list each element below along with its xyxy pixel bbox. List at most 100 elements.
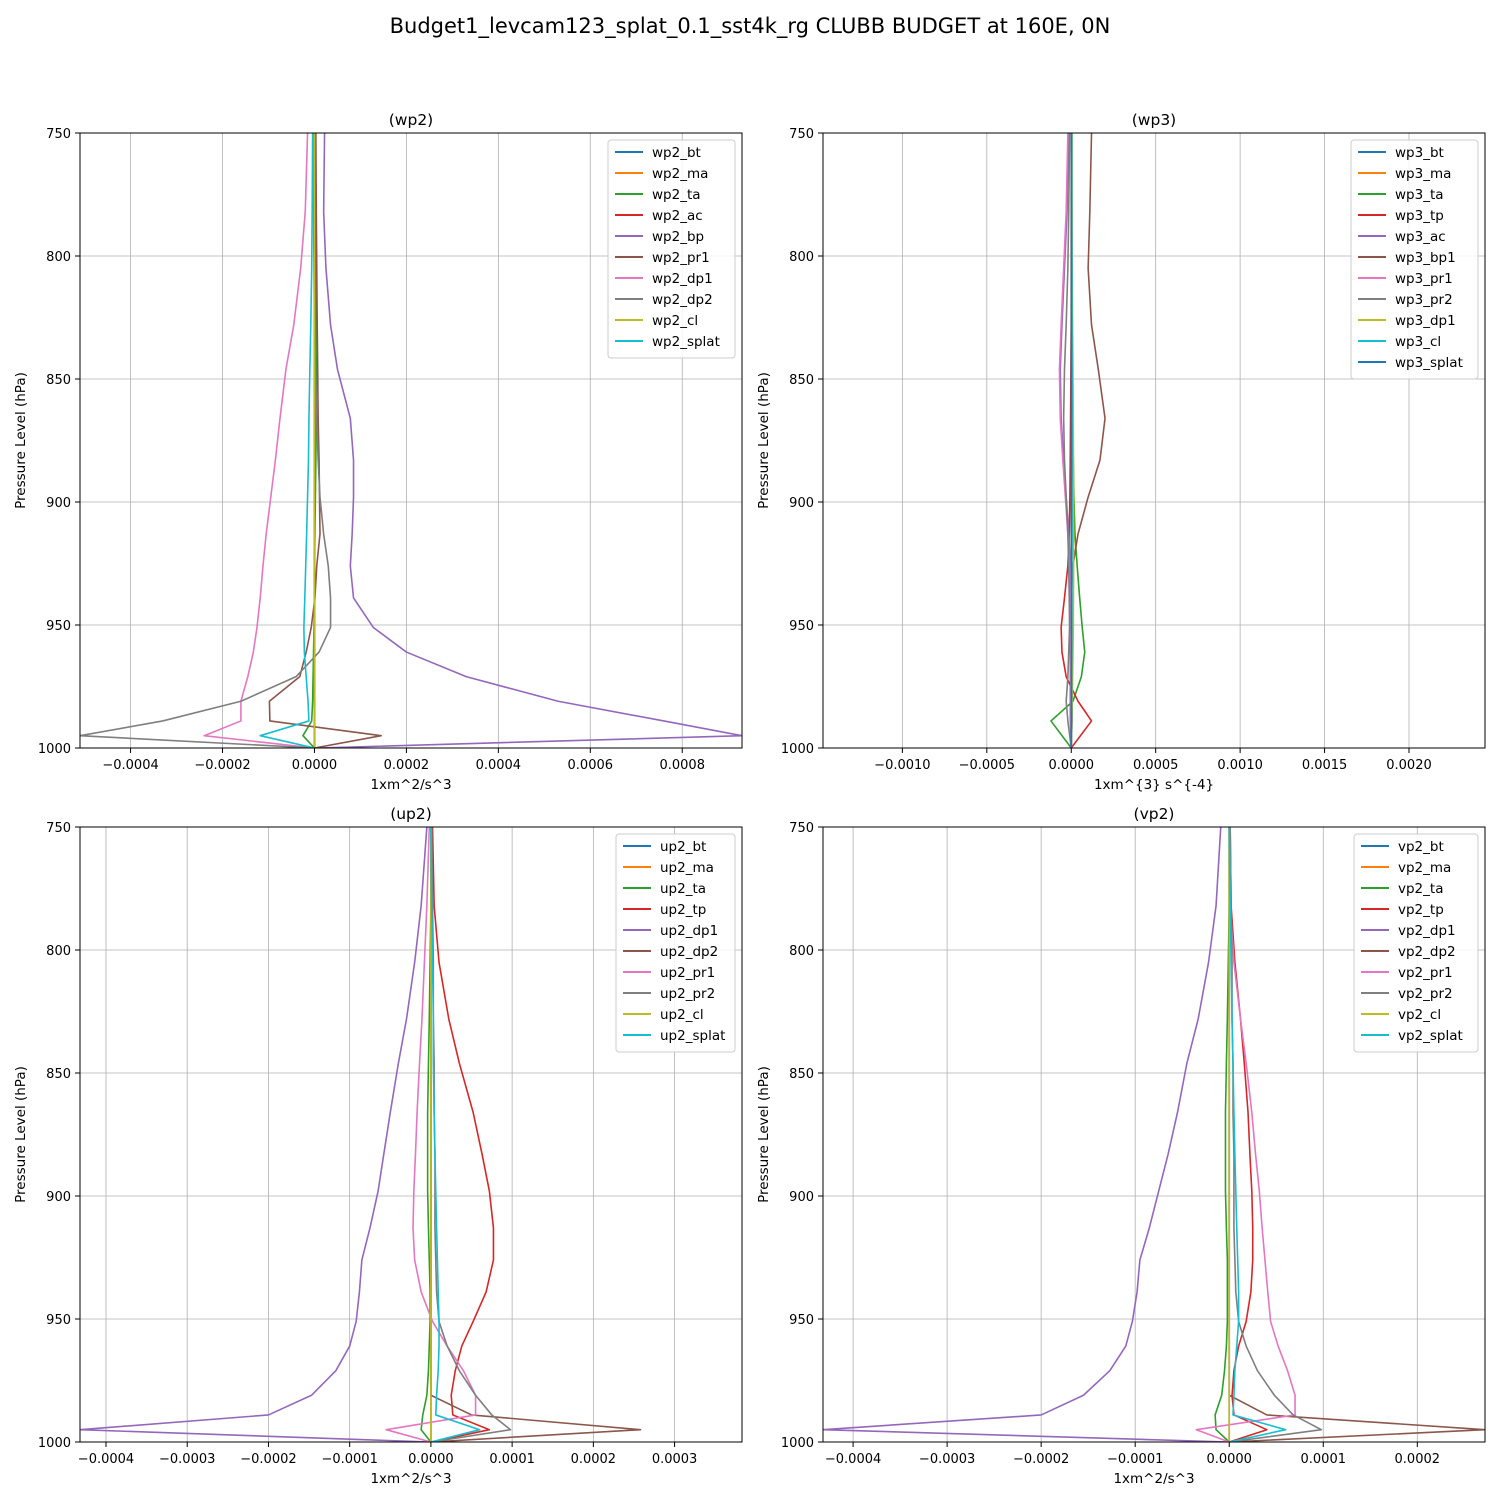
legend-label: up2_pr1	[660, 965, 715, 981]
legend-label: wp3_pr1	[1395, 271, 1453, 287]
legend-label: vp2_dp1	[1398, 923, 1456, 939]
y-tick-label: 850	[789, 373, 814, 388]
panel-title: (wp2)	[389, 111, 433, 129]
x-tick-label: 0.0000	[1206, 1452, 1252, 1467]
x-tick-label: 0.0005	[1133, 758, 1179, 773]
series-line-vp2_pr2	[1229, 827, 1323, 1442]
y-tick-label: 850	[46, 1067, 71, 1082]
series-line-up2_dp1	[80, 827, 431, 1442]
x-tick-label: 0.0020	[1386, 758, 1432, 773]
y-tick-label: 950	[789, 619, 814, 634]
legend-label: wp2_ta	[652, 187, 701, 203]
legend-label: up2_dp2	[660, 944, 718, 960]
y-tick-label: 900	[789, 496, 814, 511]
y-tick-label: 800	[789, 250, 814, 265]
x-tick-label: −0.0002	[194, 758, 250, 773]
y-tick-label: 800	[46, 944, 71, 959]
legend-label: up2_tp	[660, 902, 706, 918]
legend-label: wp2_dp2	[652, 292, 713, 308]
legend-label: wp3_ta	[1395, 187, 1444, 203]
legend: vp2_bt vp2_ma vp2_ta vp2_tp vp2_dp1 vp2_dp2vp…	[1353, 833, 1479, 1053]
x-tick-label: −0.0004	[102, 758, 158, 773]
legend-label: wp3_cl	[1395, 334, 1441, 350]
y-tick-label: 750	[789, 127, 814, 142]
legend-label: wp2_bp	[652, 229, 704, 245]
x-tick-label: 0.0004	[476, 758, 522, 773]
y-axis-label: Pressure Level (hPa)	[13, 372, 29, 509]
legend-label: wp3_pr2	[1395, 292, 1453, 308]
x-tick-label: −0.0002	[240, 1452, 296, 1467]
legend-label: vp2_dp2	[1398, 944, 1456, 960]
legend-label: wp3_ac	[1395, 229, 1446, 245]
x-tick-label: −0.0005	[959, 758, 1015, 773]
x-tick-label: −0.0002	[1013, 1452, 1069, 1467]
legend-label: up2_ma	[660, 860, 714, 876]
x-tick-label: 0.0003	[652, 1452, 698, 1467]
series-line-wp2_splat	[259, 133, 315, 748]
series-line-up2_tp	[430, 827, 495, 1442]
y-axis-label: Pressure Level (hPa)	[756, 1066, 772, 1203]
series-line-vp2_pr1	[1195, 827, 1296, 1442]
x-tick-label: 0.0001	[1301, 1452, 1347, 1467]
x-tick-label: 0.0001	[489, 1452, 535, 1467]
x-tick-label: −0.0003	[159, 1452, 215, 1467]
series-line-wp2_pr1	[268, 133, 382, 748]
x-tick-label: −0.0004	[78, 1452, 134, 1467]
legend-label: vp2_ma	[1398, 860, 1451, 876]
legend-label: wp2_cl	[652, 313, 698, 329]
axes-frame	[822, 826, 1486, 1443]
y-tick-label: 1000	[781, 742, 814, 757]
axes-frame	[822, 132, 1486, 749]
legend-label: wp2_bt	[652, 145, 701, 161]
x-tick-label: 0.0002	[384, 758, 430, 773]
legend-label: vp2_bt	[1398, 839, 1444, 855]
legend-label: wp2_ac	[652, 208, 703, 224]
series-lines	[823, 827, 1485, 1442]
series-line-vp2_splat	[1228, 827, 1287, 1442]
x-axis-label: 1xm^2/s^3	[1113, 1471, 1194, 1487]
legend-label: vp2_pr2	[1398, 986, 1453, 1002]
series-line-vp2_dp1	[823, 827, 1230, 1442]
y-tick-label: 900	[46, 1190, 71, 1205]
legend-label: vp2_pr1	[1398, 965, 1453, 981]
legend-label: up2_cl	[660, 1007, 704, 1023]
x-tick-label: 0.0015	[1302, 758, 1348, 773]
y-tick-label: 900	[789, 1190, 814, 1205]
x-tick-label: −0.0001	[321, 1452, 377, 1467]
legend-label: vp2_cl	[1398, 1007, 1441, 1023]
y-axis-label: Pressure Level (hPa)	[756, 372, 772, 509]
figure-title: Budget1_levcam123_splat_0.1_sst4k_rg CLU…	[389, 14, 1111, 38]
series-lines	[80, 133, 742, 748]
panel-title: (vp2)	[1134, 805, 1175, 823]
y-tick-label: 1000	[38, 742, 71, 757]
legend-label: wp3_splat	[1395, 355, 1463, 371]
x-tick-label: 0.0010	[1217, 758, 1263, 773]
series-line-vp2_ta	[1214, 827, 1231, 1442]
x-tick-label: 0.0002	[1395, 1452, 1441, 1467]
y-tick-label: 1000	[38, 1436, 71, 1451]
x-tick-label: 0.0000	[1049, 758, 1095, 773]
y-tick-label: 850	[789, 1067, 814, 1082]
y-tick-label: 800	[789, 944, 814, 959]
legend-label: wp3_bp1	[1395, 250, 1456, 266]
legend-label: vp2_ta	[1398, 881, 1443, 897]
panel-title: (up2)	[390, 805, 432, 823]
y-tick-label: 750	[46, 821, 71, 836]
legend: wp3_bt wp3_ma wp3_ta wp3_tp wp3_ac wp3_bp1 wp3…	[1350, 139, 1479, 380]
legend-label: vp2_tp	[1398, 902, 1444, 918]
series-line-up2_splat	[430, 827, 481, 1442]
y-tick-label: 950	[789, 1313, 814, 1328]
y-tick-label: 1000	[781, 1436, 814, 1451]
y-tick-label: 900	[46, 496, 71, 511]
series-line-wp2_dp1	[203, 133, 315, 748]
x-tick-label: 0.0008	[659, 758, 705, 773]
legend-label: up2_pr2	[660, 986, 715, 1002]
x-tick-label: 0.0000	[292, 758, 338, 773]
y-tick-label: 950	[46, 619, 71, 634]
x-tick-label: 0.0002	[571, 1452, 617, 1467]
x-tick-label: −0.0001	[1107, 1452, 1163, 1467]
